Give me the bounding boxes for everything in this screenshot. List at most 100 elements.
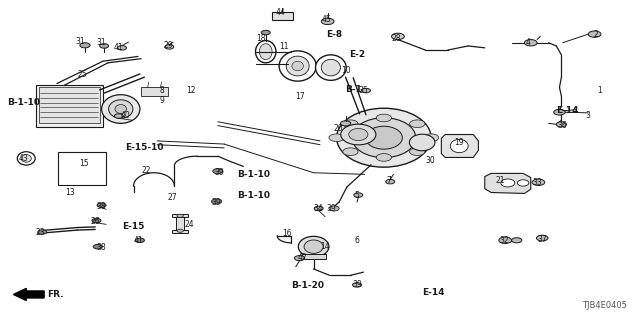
Text: 4: 4 <box>525 38 531 47</box>
Ellipse shape <box>259 44 272 60</box>
Circle shape <box>136 238 145 243</box>
Circle shape <box>362 88 371 93</box>
Text: 18: 18 <box>257 34 266 43</box>
Text: 34: 34 <box>314 204 324 213</box>
Ellipse shape <box>316 55 346 80</box>
Circle shape <box>100 44 109 48</box>
Text: 45: 45 <box>321 15 332 24</box>
Text: 33: 33 <box>532 179 542 188</box>
Text: 12: 12 <box>186 86 196 95</box>
Bar <box>141 87 168 96</box>
Circle shape <box>80 43 90 48</box>
Text: 13: 13 <box>65 188 74 197</box>
Circle shape <box>329 134 344 141</box>
Ellipse shape <box>115 105 127 114</box>
Text: E-14: E-14 <box>556 106 579 115</box>
Text: 31: 31 <box>76 37 85 46</box>
Circle shape <box>177 214 183 217</box>
Text: 10: 10 <box>340 66 350 75</box>
Circle shape <box>118 46 127 50</box>
Text: 22: 22 <box>141 166 151 175</box>
Text: 5: 5 <box>355 190 360 200</box>
Circle shape <box>261 30 270 35</box>
Ellipse shape <box>286 56 309 76</box>
Ellipse shape <box>279 51 316 81</box>
Text: 40: 40 <box>120 111 130 120</box>
Text: 2: 2 <box>593 30 598 39</box>
Circle shape <box>38 230 47 234</box>
Circle shape <box>314 206 323 211</box>
Text: 23: 23 <box>35 228 45 237</box>
Text: E-15-10: E-15-10 <box>125 143 164 152</box>
Ellipse shape <box>21 155 31 162</box>
Text: 41: 41 <box>133 236 143 245</box>
Circle shape <box>115 114 124 118</box>
Text: 11: 11 <box>280 42 289 52</box>
Text: 20: 20 <box>333 124 342 132</box>
Text: 36: 36 <box>558 121 568 130</box>
Circle shape <box>588 31 601 37</box>
Ellipse shape <box>109 100 133 118</box>
Text: 39: 39 <box>212 197 221 206</box>
Text: 39: 39 <box>214 168 224 177</box>
Bar <box>172 213 188 217</box>
Text: B-1-10: B-1-10 <box>7 98 40 107</box>
Text: E-2: E-2 <box>349 50 365 59</box>
Ellipse shape <box>17 152 35 165</box>
Text: 38: 38 <box>97 243 106 252</box>
Text: 42: 42 <box>298 253 307 262</box>
FancyArrow shape <box>13 288 44 300</box>
Text: 26: 26 <box>90 217 100 226</box>
Circle shape <box>343 148 358 156</box>
Bar <box>272 12 292 20</box>
Circle shape <box>511 238 522 243</box>
Circle shape <box>376 114 392 122</box>
Circle shape <box>353 283 362 287</box>
Circle shape <box>177 229 183 232</box>
Ellipse shape <box>451 139 468 153</box>
Circle shape <box>556 122 566 127</box>
Circle shape <box>424 134 439 141</box>
Text: TJB4E0405: TJB4E0405 <box>582 301 627 310</box>
Circle shape <box>212 169 223 174</box>
Circle shape <box>376 154 392 161</box>
Circle shape <box>294 256 305 261</box>
Bar <box>176 213 184 233</box>
Text: 9: 9 <box>160 96 164 105</box>
Text: 3: 3 <box>586 111 591 120</box>
Text: 35: 35 <box>358 86 368 95</box>
Circle shape <box>532 179 545 186</box>
Ellipse shape <box>292 61 303 71</box>
Bar <box>58 152 106 186</box>
Text: 38: 38 <box>97 202 106 211</box>
Text: 25: 25 <box>77 70 87 79</box>
Text: 30: 30 <box>425 156 435 165</box>
Ellipse shape <box>349 128 368 140</box>
Circle shape <box>211 199 221 204</box>
Text: 7: 7 <box>387 176 392 185</box>
Text: FR.: FR. <box>47 290 63 299</box>
Text: 28: 28 <box>392 34 401 43</box>
Bar <box>302 254 326 260</box>
Ellipse shape <box>337 108 431 167</box>
Circle shape <box>165 45 173 49</box>
Ellipse shape <box>352 118 416 158</box>
Text: 32: 32 <box>499 236 509 245</box>
Ellipse shape <box>102 95 140 123</box>
Text: 39: 39 <box>326 204 337 213</box>
Ellipse shape <box>410 134 435 151</box>
Text: 31: 31 <box>97 38 106 47</box>
Ellipse shape <box>304 240 323 253</box>
Bar <box>39 87 100 123</box>
Circle shape <box>340 121 351 126</box>
Text: E-14: E-14 <box>422 288 445 297</box>
Polygon shape <box>442 134 478 157</box>
Ellipse shape <box>340 124 376 145</box>
Text: 14: 14 <box>320 242 330 251</box>
Text: 15: 15 <box>79 159 88 168</box>
Text: B-1: B-1 <box>346 85 362 94</box>
Text: B-1-10: B-1-10 <box>237 190 270 200</box>
Bar <box>172 230 188 233</box>
Circle shape <box>392 33 404 40</box>
Text: 24: 24 <box>184 220 194 229</box>
